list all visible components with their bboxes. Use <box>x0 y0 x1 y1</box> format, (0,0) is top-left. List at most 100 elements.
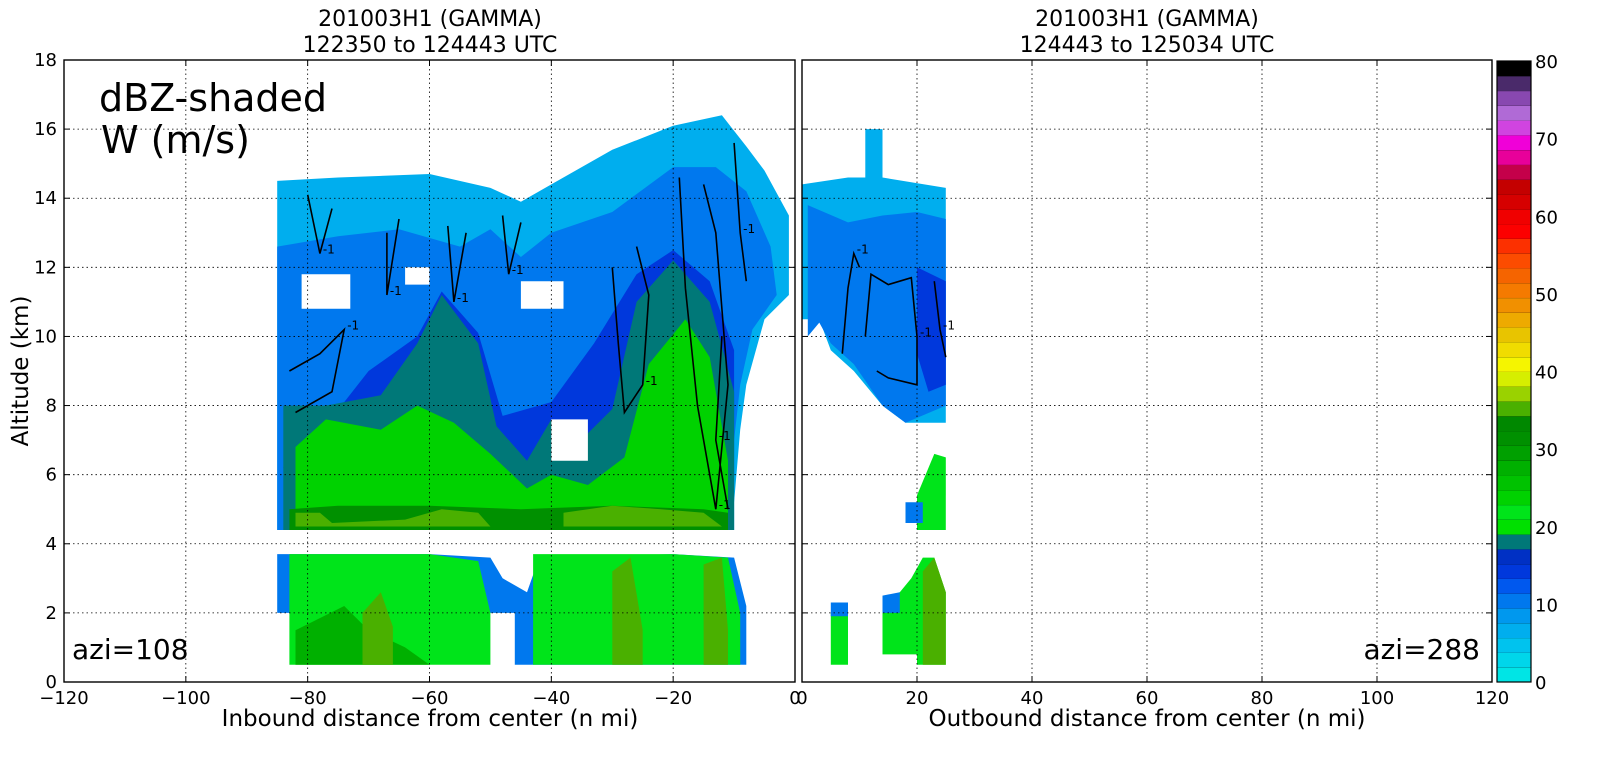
left-w-contour-6 <box>714 336 729 510</box>
colorbar-tick-label: 80 <box>1535 52 1558 73</box>
right-echo-region-8 <box>830 609 848 665</box>
left-w-contour-label-6: -1 <box>719 429 731 443</box>
colorbar-bin <box>1497 120 1531 136</box>
colorbar-bin <box>1497 622 1531 639</box>
left-w-contour-3 <box>501 215 522 275</box>
left-echo-region-4 <box>295 319 728 530</box>
left-x-tick-label: −60 <box>411 688 449 709</box>
colorbar-bin <box>1497 593 1531 609</box>
colorbar-bin <box>1497 179 1531 195</box>
y-tick-label: 0 <box>46 672 57 693</box>
colorbar-bin <box>1497 297 1531 313</box>
left-echo-region-6 <box>295 509 491 527</box>
colorbar-tick-label: 70 <box>1535 130 1558 151</box>
annotation-w-units: W (m/s) <box>101 118 250 162</box>
y-tick-label: 8 <box>46 396 57 417</box>
left-x-tick-label: −100 <box>161 688 210 709</box>
colorbar-bin <box>1497 61 1531 77</box>
colorbar-bin <box>1497 489 1531 505</box>
y-tick-label: 12 <box>34 257 57 278</box>
right-w-contour-2 <box>933 281 947 358</box>
left-w-contour-label-4: -1 <box>646 374 658 388</box>
left-w-contour-1 <box>386 218 400 296</box>
left-title-line2: 122350 to 124443 UTC <box>302 33 558 58</box>
right-w-contour-0 <box>841 250 861 354</box>
right-x-tick-label: 0 <box>796 688 807 709</box>
right-w-contour-1 <box>864 272 918 386</box>
left-echo-region-15 <box>301 274 351 309</box>
colorbar-bin <box>1497 445 1531 461</box>
colorbar-bin <box>1497 208 1531 225</box>
colorbar-bin <box>1497 637 1531 653</box>
y-tick-label: 14 <box>34 188 57 209</box>
left-echo-region-7 <box>563 505 722 527</box>
colorbar-bin <box>1497 238 1531 254</box>
right-echo-region-3 <box>917 453 946 530</box>
right-x-axis-label: Outbound distance from center (n mi) <box>929 706 1366 732</box>
grid-lines <box>64 60 1492 682</box>
left-echo-region-17 <box>520 281 564 309</box>
right-echo-region-9 <box>830 602 848 617</box>
left-w-contour-4 <box>611 246 650 415</box>
right-title-line1: 201003H1 (GAMMA) <box>1035 7 1259 32</box>
left-x-tick-label: 0 <box>789 688 800 709</box>
colorbar-bin <box>1497 164 1531 180</box>
annotation-azimuth-left: azi=108 <box>72 633 189 666</box>
right-w-contour-label-0: -1 <box>857 243 869 257</box>
left-w-contour-label-7: -1 <box>743 222 755 236</box>
colorbar-tick-label: 30 <box>1535 440 1558 461</box>
right-title-line2: 124443 to 125034 UTC <box>1019 33 1275 58</box>
left-title: 201003H1 (GAMMA) 122350 to 124443 UTC <box>280 7 580 59</box>
colorbar-bin <box>1497 667 1531 683</box>
colorbar-bin <box>1497 194 1531 210</box>
right-echo-region-6 <box>922 557 946 665</box>
colorbar-bin <box>1497 652 1531 668</box>
left-echo-region-12 <box>362 592 393 665</box>
colorbar-bin <box>1497 504 1531 520</box>
colorbar-bin <box>1497 134 1531 151</box>
colorbar-bin <box>1497 371 1531 387</box>
colorbar-frame <box>1496 60 1532 683</box>
colorbar-bin <box>1497 105 1531 121</box>
colorbar-bin <box>1497 534 1531 550</box>
left-w-contour-8 <box>306 194 333 254</box>
left-w-contour-label-1: -1 <box>390 284 402 298</box>
left-data-layer: -1 -1 -1 -1 -1 -1 -1 -1 -1 <box>277 115 789 665</box>
left-w-contour-label-5: -1 <box>719 498 731 512</box>
colorbar-bin <box>1497 75 1531 91</box>
colorbar-tick-label: 40 <box>1535 363 1558 384</box>
colorbar-tick-label: 50 <box>1535 285 1558 306</box>
colorbar-bin <box>1497 341 1531 358</box>
right-echo-region-7 <box>882 592 900 613</box>
colorbar-bin <box>1497 430 1531 446</box>
y-tick-label: 18 <box>34 50 57 71</box>
y-tick-label: 6 <box>46 465 57 486</box>
left-echo-region-14 <box>703 557 728 665</box>
colorbar-bin <box>1497 327 1531 343</box>
right-x-tick-label: 120 <box>1475 688 1509 709</box>
colorbar-bin <box>1497 90 1531 106</box>
right-x-tick-label: 20 <box>906 688 929 709</box>
colorbar-tick-label: 20 <box>1535 518 1558 539</box>
colorbar-bin <box>1497 563 1531 579</box>
left-x-axis-label: Inbound distance from center (n mi) <box>222 706 639 732</box>
colorbar-bin <box>1497 519 1531 535</box>
right-x-tick-label: 40 <box>1021 688 1044 709</box>
colorbar-bin <box>1497 149 1531 165</box>
colorbar-bin <box>1497 475 1531 491</box>
colorbar-bin <box>1497 356 1531 372</box>
colorbar-bin <box>1497 401 1531 417</box>
left-x-tick-label: −20 <box>654 688 692 709</box>
left-x-tick-label: −80 <box>289 688 327 709</box>
annotation-azimuth-right: azi=288 <box>1363 633 1480 666</box>
colorbar-bin <box>1497 312 1531 328</box>
y-tick-label: 2 <box>46 603 57 624</box>
annotation-dbz-shaded: dBZ-shaded <box>99 76 327 120</box>
colorbar-bin <box>1497 253 1531 269</box>
left-x-tick-label: −120 <box>39 688 88 709</box>
left-echo-region-18 <box>551 419 588 461</box>
right-title: 201003H1 (GAMMA) 124443 to 125034 UTC <box>997 7 1297 59</box>
right-data-layer: -1 -1 -1 <box>802 129 955 665</box>
left-w-contour-0 <box>289 327 346 414</box>
